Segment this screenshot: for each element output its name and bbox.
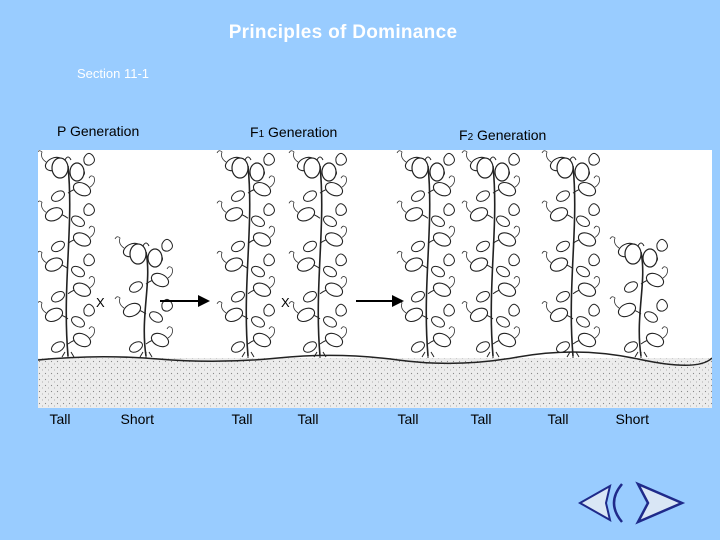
plant-label-2: Short (120, 411, 154, 427)
pea-plant-panel: X X (38, 150, 712, 408)
pea-plant-illustration: X X (38, 150, 712, 408)
pea-plant-1 (38, 150, 95, 358)
pea-plant-3 (216, 150, 275, 358)
plant-label-8: Short (615, 411, 649, 427)
arrow-p-to-f1-head (198, 295, 210, 307)
plants-layer (38, 150, 668, 358)
f2-rest: Generation (473, 127, 547, 143)
f2-letter: F (459, 127, 468, 143)
plant-label-1: Tall (49, 411, 71, 427)
p-generation-text: P Generation (57, 123, 140, 139)
f1-letter: F (250, 124, 259, 140)
slide-title: Principles of Dominance (228, 22, 458, 43)
f2-generation-label: F2 Generation (459, 127, 546, 143)
pea-plant-8 (609, 236, 668, 358)
pea-plant-5 (396, 150, 455, 358)
arrow-f1-to-f2-head (392, 295, 404, 307)
pea-plant-2 (114, 236, 173, 358)
f1-generation-label: F1 Generation (250, 124, 337, 140)
cross-symbol-p: X (96, 295, 105, 310)
f1-subscript: 1 (258, 129, 265, 140)
pea-plant-6 (461, 150, 520, 358)
f2-subscript: 2 (467, 132, 474, 143)
p-generation-label: P Generation (57, 123, 139, 139)
navigation-controls (577, 481, 686, 525)
plant-label-4: Tall (297, 411, 319, 427)
plant-label-6: Tall (470, 411, 492, 427)
pea-plant-4 (288, 150, 347, 358)
pea-plant-7 (541, 150, 600, 358)
arrows-layer (160, 295, 404, 307)
cross-symbol-f1: X (281, 295, 290, 310)
plant-label-3: Tall (231, 411, 253, 427)
plant-label-5: Tall (397, 411, 419, 427)
f1-rest: Generation (264, 124, 338, 140)
plant-label-7: Tall (547, 411, 569, 427)
soil (38, 358, 712, 408)
back-arrow-icon[interactable] (577, 483, 623, 523)
forward-arrow-icon[interactable] (635, 481, 686, 525)
soil-line (38, 351, 712, 366)
section-label: Section 11-1 (77, 66, 150, 81)
